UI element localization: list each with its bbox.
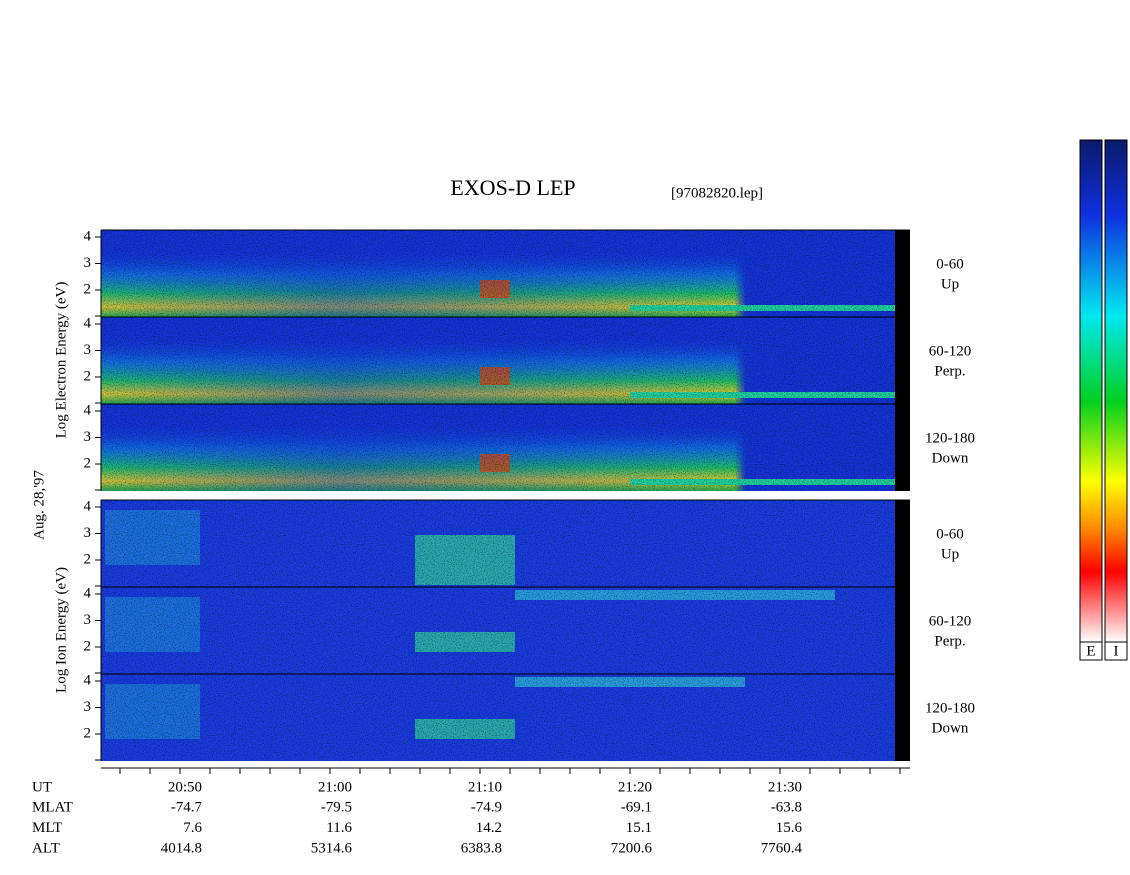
panel-label: 120-180 bbox=[925, 430, 975, 446]
panel-label: Up bbox=[941, 276, 959, 292]
y-tick-label: 2 bbox=[84, 638, 92, 654]
color-bar-box bbox=[1104, 641, 1128, 661]
panels bbox=[100, 229, 910, 761]
y-tick-label: 3 bbox=[84, 429, 92, 445]
row-value: 7200.6 bbox=[611, 840, 653, 856]
row-value: 11.6 bbox=[326, 820, 352, 836]
row-value: 14.2 bbox=[476, 820, 502, 836]
spectrogram-noise bbox=[101, 230, 895, 317]
y-tick-label: 3 bbox=[84, 255, 92, 271]
panel-label: 120-180 bbox=[925, 700, 975, 716]
y-tick-label: 4 bbox=[84, 402, 92, 418]
spectrogram-noise bbox=[101, 587, 895, 674]
color-bar-label: I bbox=[1114, 643, 1119, 659]
color-bar-box bbox=[1079, 641, 1103, 661]
row-value: 21:30 bbox=[768, 779, 802, 795]
y-tick-label: 4 bbox=[84, 228, 92, 244]
color-bar bbox=[1079, 139, 1103, 643]
y-tick-label: 3 bbox=[84, 699, 92, 715]
row-value: 4014.8 bbox=[161, 840, 202, 856]
y-tick-label: 2 bbox=[84, 551, 92, 567]
y-tick-label: 3 bbox=[84, 612, 92, 628]
row-value: 21:10 bbox=[468, 779, 502, 795]
panel-label: Down bbox=[932, 720, 969, 736]
y-tick-label: 2 bbox=[84, 368, 92, 384]
row-value: 15.1 bbox=[626, 820, 652, 836]
row-value: 7760.4 bbox=[761, 840, 803, 856]
y-tick-label: 3 bbox=[84, 525, 92, 541]
row-name: UT bbox=[32, 779, 52, 795]
row-value: -79.5 bbox=[321, 800, 352, 816]
panel-label: Down bbox=[932, 450, 969, 466]
row-name: MLT bbox=[32, 820, 62, 836]
panel-label: 60-120 bbox=[929, 343, 972, 359]
color-bar bbox=[1104, 139, 1128, 643]
y-tick-label: 2 bbox=[84, 455, 92, 471]
y-tick-label: 4 bbox=[84, 498, 92, 514]
y-tick-label: 2 bbox=[84, 281, 92, 297]
data-gap bbox=[895, 317, 910, 404]
data-gap bbox=[895, 500, 910, 587]
spectrogram-noise bbox=[101, 317, 895, 404]
electron-axis-label: Log Electron Energy (eV) bbox=[53, 282, 69, 439]
ion-axis-label: Log Ion Energy (eV) bbox=[53, 567, 69, 693]
panel-label: Perp. bbox=[934, 363, 965, 379]
color-bar-label: E bbox=[1086, 643, 1095, 659]
row-value: -69.1 bbox=[621, 800, 652, 816]
y-tick-label: 2 bbox=[84, 725, 92, 741]
spectrogram-noise bbox=[101, 500, 895, 587]
row-value: -63.8 bbox=[771, 800, 802, 816]
spectrogram-noise bbox=[101, 674, 895, 761]
date-label: Aug. 28,'97 bbox=[31, 470, 47, 540]
panel-label: Perp. bbox=[934, 633, 965, 649]
row-value: 21:20 bbox=[618, 779, 652, 795]
panel-label: 0-60 bbox=[936, 526, 964, 542]
panel-label: Up bbox=[941, 546, 959, 562]
y-tick-label: 3 bbox=[84, 342, 92, 358]
panel-label: 60-120 bbox=[929, 613, 972, 629]
row-value: -74.9 bbox=[471, 800, 502, 816]
row-value: 21:00 bbox=[318, 779, 352, 795]
row-name: ALT bbox=[32, 840, 60, 856]
row-value: 7.6 bbox=[183, 820, 202, 836]
title: EXOS-D LEP bbox=[450, 175, 575, 200]
data-gap bbox=[895, 230, 910, 317]
data-gap bbox=[895, 587, 910, 674]
row-value: 6383.8 bbox=[461, 840, 502, 856]
row-value: -74.7 bbox=[171, 800, 203, 816]
row-name: MLAT bbox=[32, 800, 73, 816]
row-value: 15.6 bbox=[776, 820, 803, 836]
data-gap bbox=[895, 404, 910, 491]
y-tick-label: 4 bbox=[84, 315, 92, 331]
panel-label: 0-60 bbox=[936, 256, 964, 272]
file-name: [97082820.lep] bbox=[671, 185, 763, 201]
row-value: 5314.6 bbox=[311, 840, 353, 856]
data-gap bbox=[895, 674, 910, 761]
spectrogram-noise bbox=[101, 404, 895, 491]
y-tick-label: 4 bbox=[84, 672, 92, 688]
y-tick-label: 4 bbox=[84, 585, 92, 601]
row-value: 20:50 bbox=[168, 779, 202, 795]
